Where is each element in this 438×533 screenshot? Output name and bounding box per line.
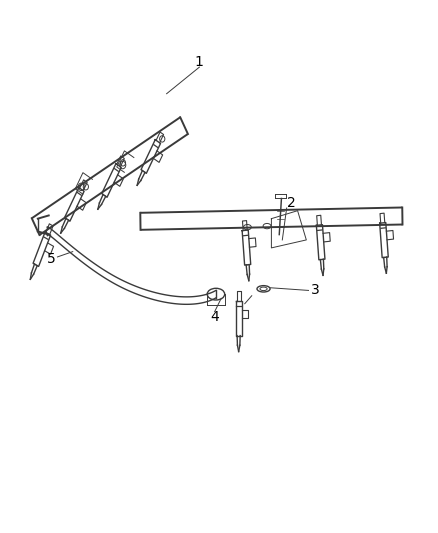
Text: 4: 4	[210, 310, 219, 324]
Text: 1: 1	[195, 55, 204, 69]
Text: 2: 2	[286, 196, 295, 209]
Text: 3: 3	[311, 284, 319, 297]
Text: 5: 5	[46, 252, 55, 265]
